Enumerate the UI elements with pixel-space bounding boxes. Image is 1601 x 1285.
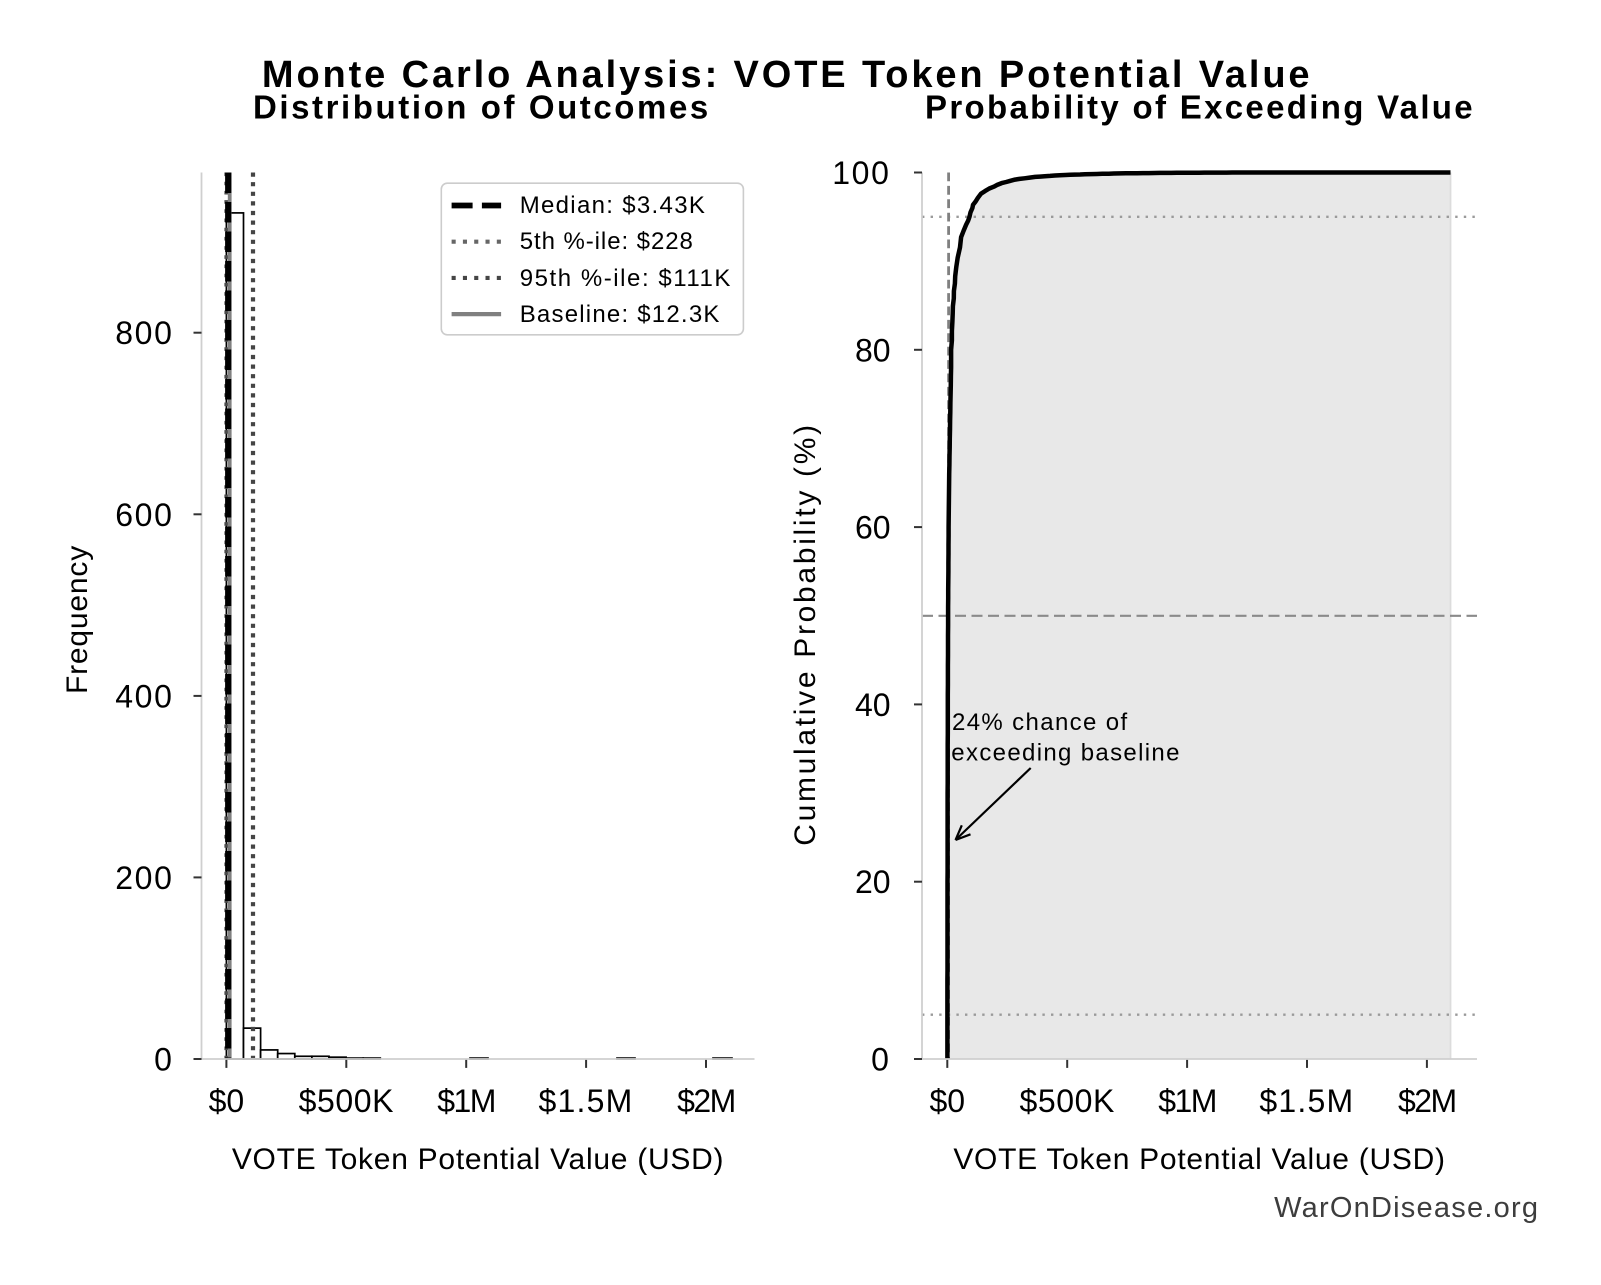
svg-text:Cumulative Probability (%): Cumulative Probability (%) (789, 422, 822, 846)
svg-text:$0: $0 (930, 1083, 966, 1119)
svg-text:200: 200 (115, 860, 173, 896)
svg-text:0: 0 (871, 1042, 890, 1078)
svg-text:5th %-ile: $228: 5th %-ile: $228 (520, 228, 694, 255)
svg-text:Distribution of Outcomes: Distribution of Outcomes (253, 88, 711, 125)
svg-text:Median: $3.43K: Median: $3.43K (520, 192, 707, 219)
svg-text:0: 0 (154, 1042, 173, 1078)
svg-text:Frequency: Frequency (61, 545, 94, 694)
svg-text:$2M: $2M (677, 1083, 735, 1119)
svg-text:40: 40 (855, 687, 891, 723)
svg-text:VOTE Token Potential Value (US: VOTE Token Potential Value (USD) (953, 1143, 1445, 1176)
svg-text:VOTE Token Potential Value (US: VOTE Token Potential Value (USD) (232, 1143, 724, 1176)
svg-text:$1M: $1M (1158, 1083, 1216, 1119)
svg-text:60: 60 (855, 510, 891, 546)
svg-text:Baseline: $12.3K: Baseline: $12.3K (520, 301, 721, 328)
svg-text:$0: $0 (209, 1083, 245, 1119)
svg-text:$1M: $1M (437, 1083, 495, 1119)
svg-text:$1.5M: $1.5M (538, 1083, 633, 1119)
svg-text:95th %-ile: $111K: 95th %-ile: $111K (520, 265, 732, 292)
svg-text:600: 600 (115, 497, 173, 533)
svg-text:800: 800 (115, 315, 173, 351)
svg-text:WarOnDisease.org: WarOnDisease.org (1274, 1192, 1539, 1224)
svg-text:$2M: $2M (1398, 1083, 1456, 1119)
svg-text:$500K: $500K (1019, 1083, 1114, 1119)
svg-text:24% chance of: 24% chance of (952, 709, 1129, 736)
svg-text:80: 80 (855, 332, 891, 368)
svg-text:20: 20 (855, 864, 891, 900)
svg-text:100: 100 (832, 155, 890, 191)
svg-text:Probability of Exceeding Value: Probability of Exceeding Value (925, 88, 1475, 125)
svg-text:400: 400 (115, 678, 173, 714)
svg-text:exceeding baseline: exceeding baseline (951, 740, 1181, 767)
svg-text:$500K: $500K (299, 1083, 394, 1119)
svg-text:$1.5M: $1.5M (1259, 1083, 1354, 1119)
svg-text:Monte Carlo Analysis: VOTE Tok: Monte Carlo Analysis: VOTE Token Potenti… (262, 54, 1313, 96)
